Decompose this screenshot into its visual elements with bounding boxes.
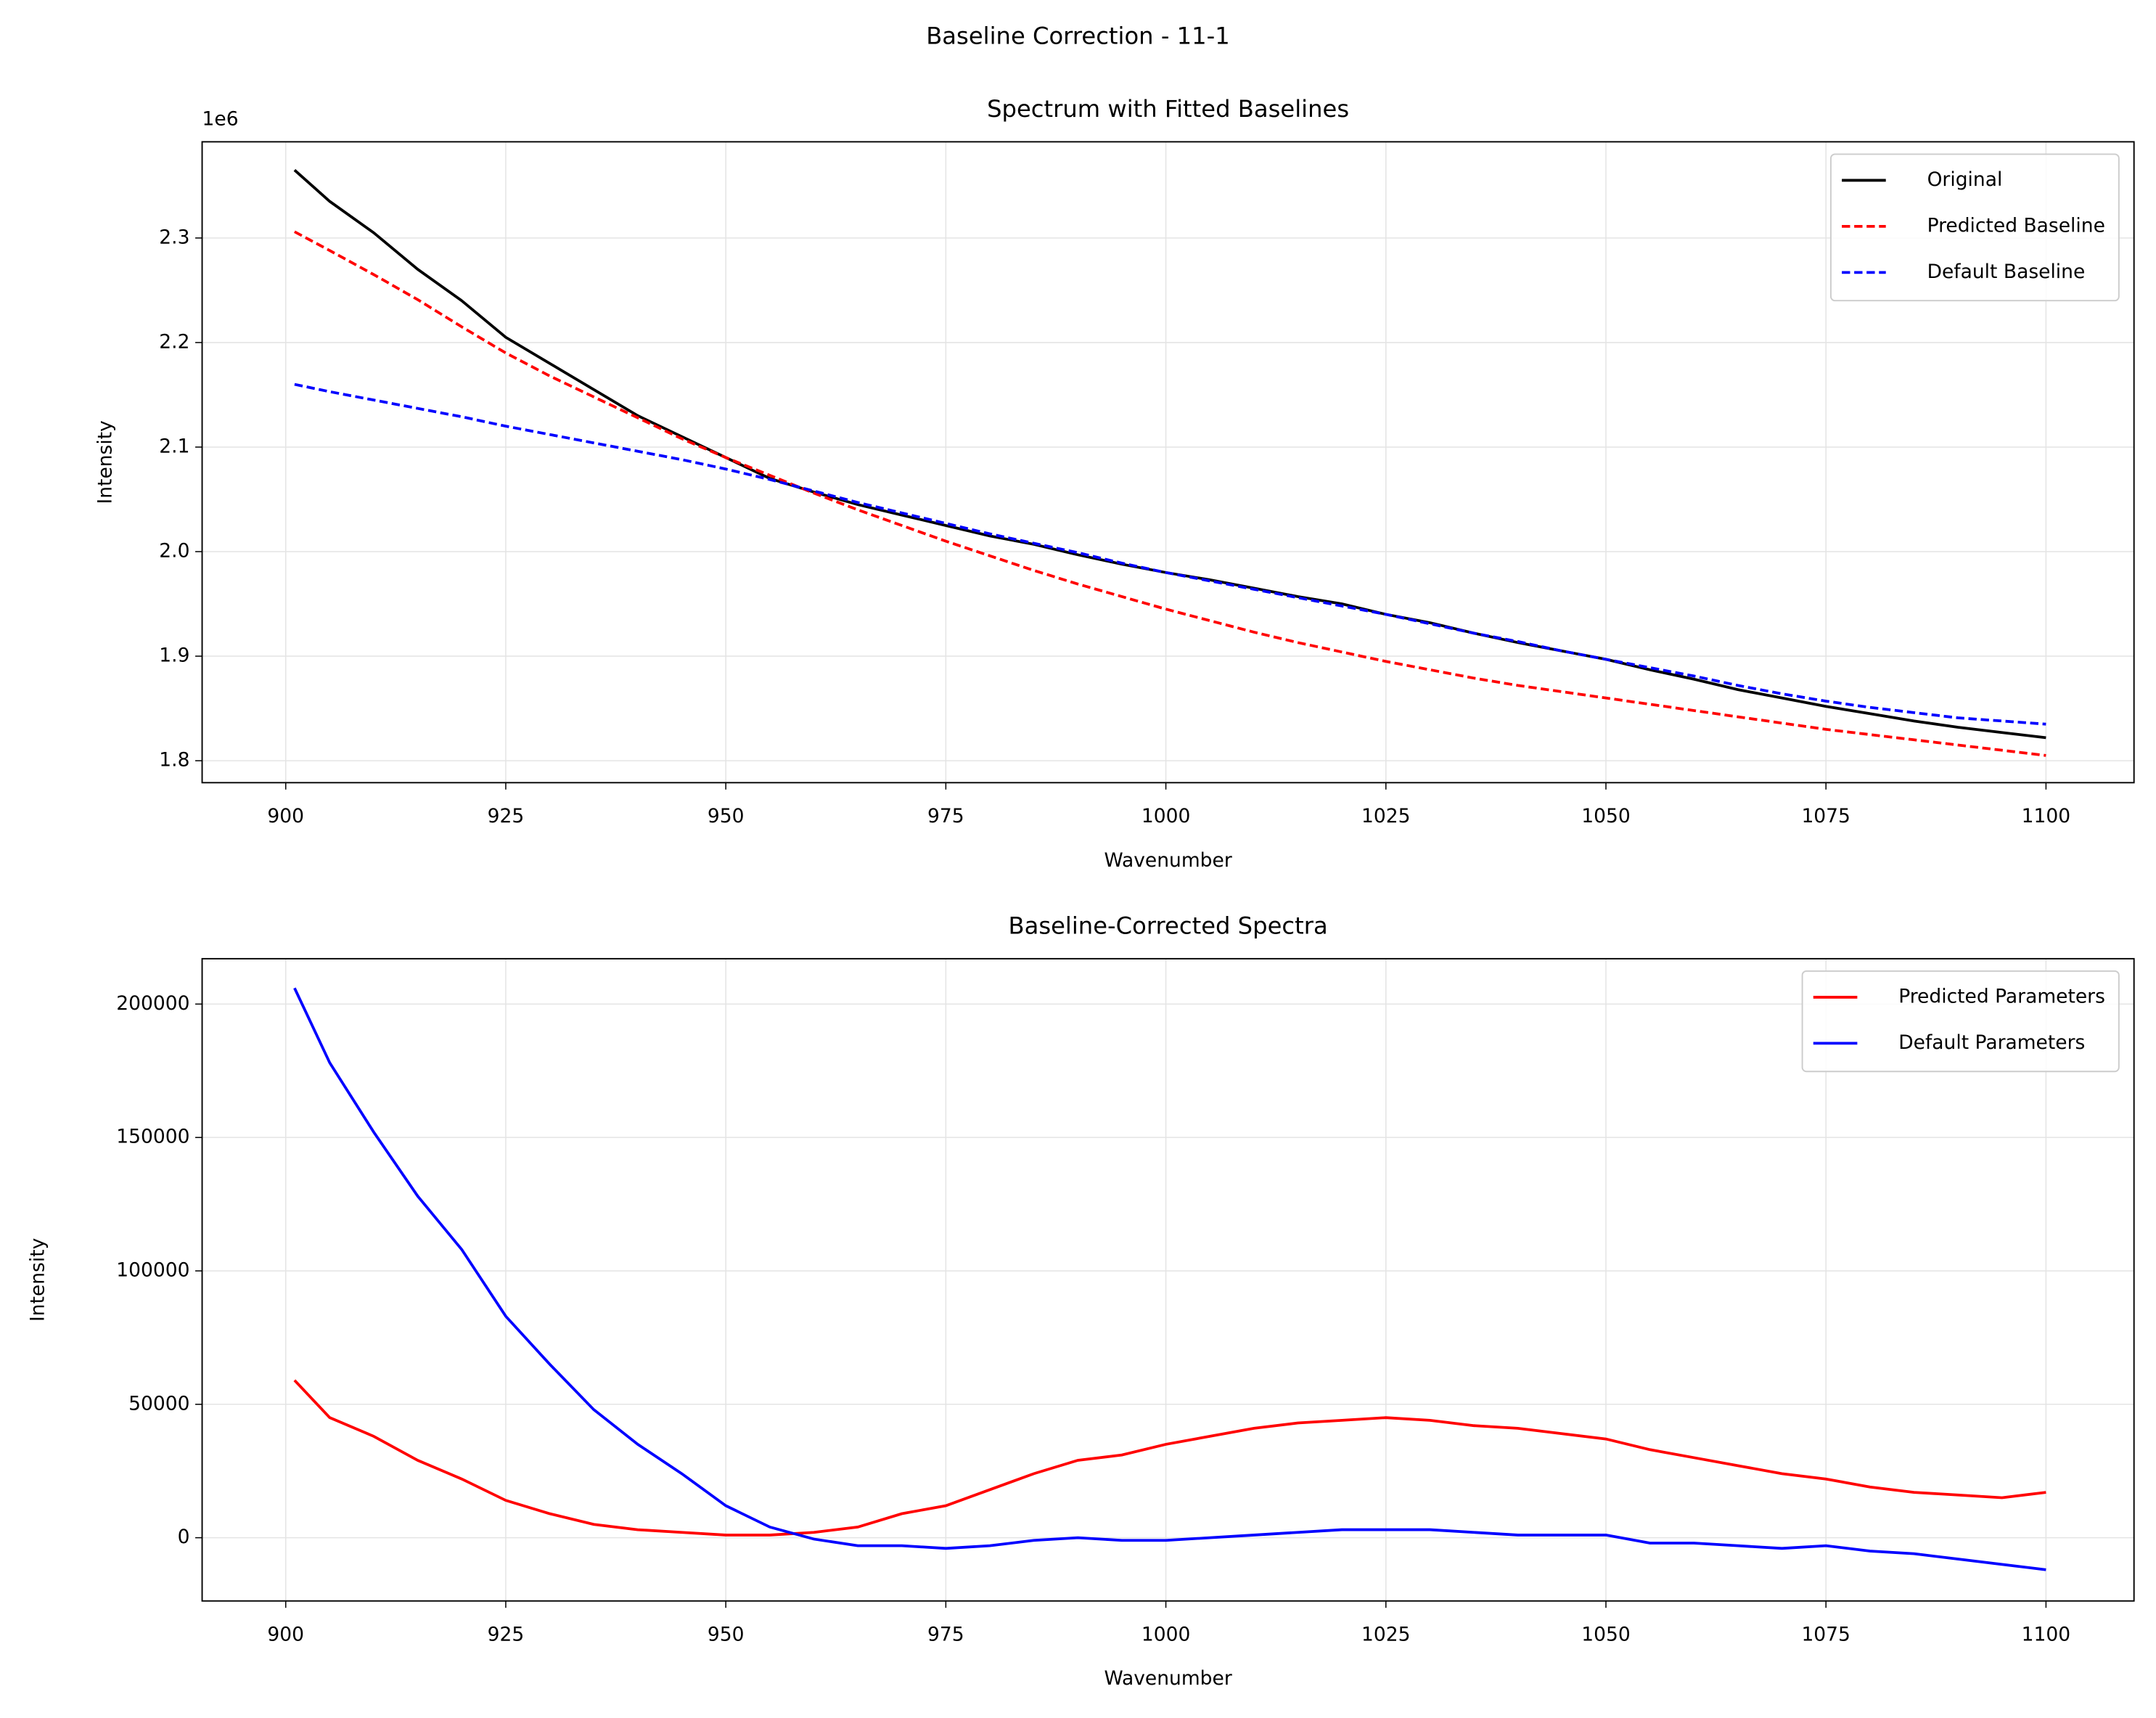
y-axis-label: Intensity — [94, 420, 116, 504]
y-tick-label: 50000 — [128, 1392, 189, 1415]
x-tick-label: 1050 — [1581, 1624, 1630, 1646]
y-tick-label: 200000 — [116, 992, 189, 1015]
y-offset-text: 1e6 — [202, 108, 239, 131]
legend-box — [1829, 153, 2120, 302]
axes-title: Spectrum with Fitted Baselines — [987, 95, 1349, 123]
legend-label: Predicted Parameters — [1898, 985, 2105, 1007]
x-axis-label: Wavenumber — [1104, 1667, 1231, 1690]
x-tick-label: 950 — [708, 805, 745, 827]
x-tick-label: 925 — [488, 1624, 525, 1646]
legend-box — [1801, 970, 2120, 1073]
series-line — [293, 1379, 2046, 1537]
x-tick-label: 1100 — [2022, 805, 2070, 827]
x-tick-label: 1000 — [1141, 1624, 1190, 1646]
legend-label: Default Baseline — [1927, 261, 2086, 283]
x-tick-label: 900 — [267, 805, 304, 827]
x-tick-label: 900 — [267, 1624, 304, 1646]
figure-title: Baseline Correction - 11-1 — [926, 22, 1230, 49]
legend-label: Predicted Baseline — [1927, 214, 2105, 237]
y-tick-label: 2.3 — [159, 226, 189, 248]
legend-label: Original — [1927, 168, 2003, 191]
x-tick-label: 1025 — [1361, 805, 1410, 827]
series-line — [294, 383, 2046, 726]
x-tick-label: 1075 — [1801, 1624, 1850, 1646]
x-tick-label: 1075 — [1801, 805, 1850, 827]
y-tick-label: 2.2 — [159, 330, 189, 353]
y-tick-label: 0 — [178, 1526, 190, 1548]
legend-label: Default Parameters — [1898, 1031, 2085, 1054]
axes-title: Baseline-Corrected Spectra — [1009, 912, 1328, 939]
x-tick-label: 1000 — [1141, 805, 1190, 827]
axes-frame — [201, 141, 2135, 784]
x-tick-label: 1100 — [2022, 1624, 2070, 1646]
y-tick-label: 100000 — [116, 1259, 189, 1281]
y-tick-label: 1.8 — [159, 749, 189, 772]
y-tick-label: 2.1 — [159, 435, 189, 457]
series-line — [293, 987, 2046, 1571]
legend: Original Predicted Baseline Default Baseli… — [1829, 153, 2120, 302]
x-tick-label: 925 — [488, 805, 525, 827]
y-tick-label: 2.0 — [159, 540, 189, 563]
series-line — [293, 230, 2046, 757]
x-tick-label: 950 — [708, 1624, 745, 1646]
y-tick-label: 150000 — [116, 1126, 189, 1148]
y-axis-label: Intensity — [27, 1238, 49, 1322]
x-axis-label: Wavenumber — [1104, 849, 1231, 872]
x-tick-label: 1025 — [1361, 1624, 1410, 1646]
x-tick-label: 975 — [927, 805, 964, 827]
y-tick-label: 1.9 — [159, 645, 189, 667]
x-tick-label: 1050 — [1581, 805, 1630, 827]
x-tick-label: 975 — [927, 1624, 964, 1646]
legend: Predicted Parameters Default Parameters — [1801, 970, 2120, 1073]
axes-frame — [201, 957, 2135, 1602]
